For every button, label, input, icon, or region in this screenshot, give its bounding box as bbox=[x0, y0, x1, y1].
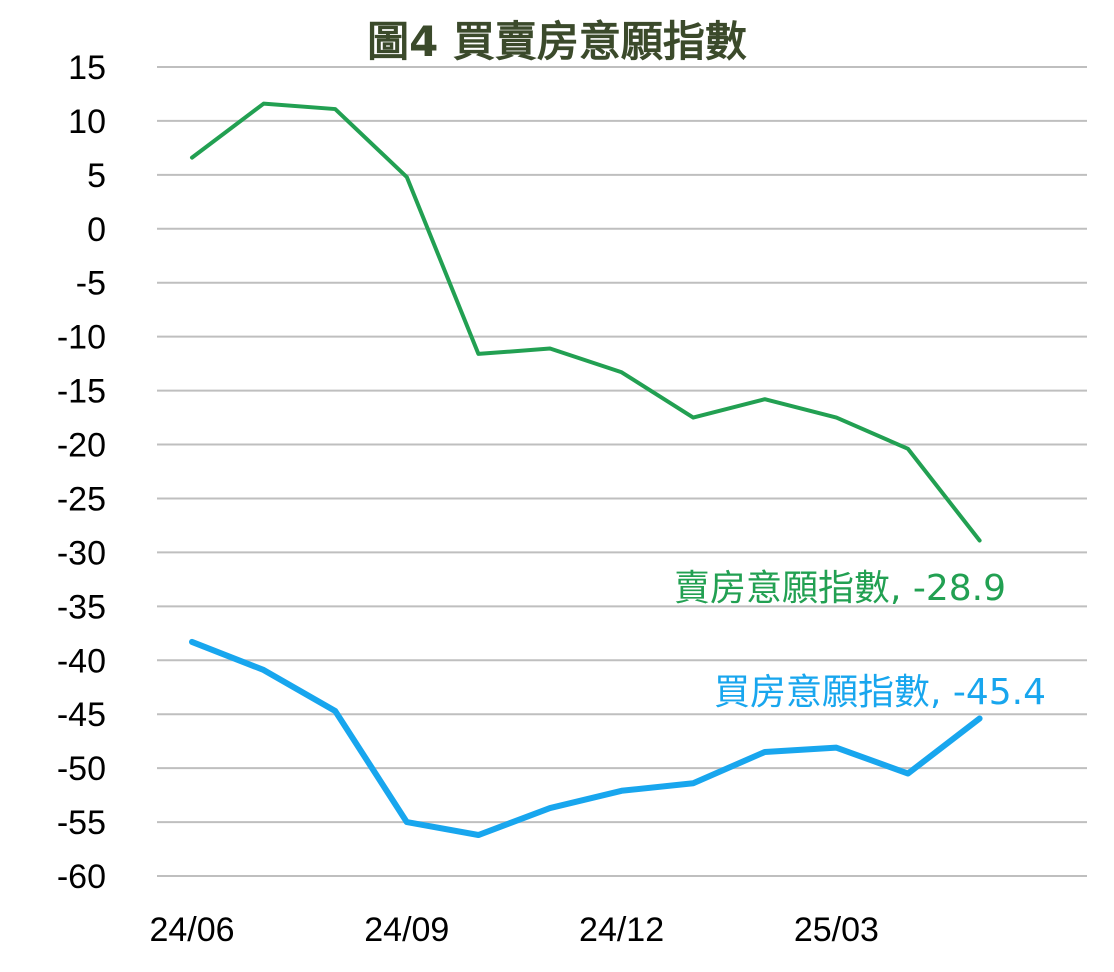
y-tick-label: -10 bbox=[57, 319, 106, 357]
gridlines bbox=[157, 66, 1087, 877]
y-tick-label: -35 bbox=[57, 588, 106, 626]
x-tick-label: 24/09 bbox=[364, 911, 449, 949]
y-tick-label: 15 bbox=[68, 49, 106, 87]
series-lines bbox=[189, 101, 983, 839]
y-tick-label: -60 bbox=[57, 858, 106, 896]
series-line bbox=[189, 638, 983, 839]
x-tick-label: 24/12 bbox=[579, 911, 664, 949]
y-tick-label: 0 bbox=[87, 211, 106, 249]
x-tick-label: 25/03 bbox=[794, 911, 879, 949]
y-tick-label: -45 bbox=[57, 696, 106, 734]
series-line bbox=[190, 101, 982, 543]
series-end-label: 賣房意願指數, -28.9 bbox=[674, 568, 1006, 609]
series-end-label: 買房意願指數, -45.4 bbox=[714, 672, 1046, 713]
y-tick-label: 5 bbox=[87, 157, 106, 195]
y-axis: 15 10 5 0 -5 -10 -15 -20 -25 -30 -35 -40 -45 -50 -55 -6… bbox=[57, 49, 106, 896]
x-tick-label: 24/06 bbox=[149, 911, 234, 949]
y-tick-label: -50 bbox=[57, 750, 106, 788]
y-tick-label: -5 bbox=[76, 265, 106, 303]
y-tick-label: -55 bbox=[57, 804, 106, 842]
y-tick-label: -25 bbox=[57, 480, 106, 518]
y-tick-label: -40 bbox=[57, 642, 106, 680]
y-tick-label: -30 bbox=[57, 534, 106, 572]
x-axis: 24/06 24/09 24/12 25/03 bbox=[149, 911, 878, 949]
y-tick-label: 10 bbox=[68, 103, 106, 141]
series-labels: 賣房意願指數, -28.9 買房意願指數, -45.4 bbox=[674, 568, 1046, 713]
y-tick-label: -15 bbox=[57, 373, 106, 411]
y-tick-label: -20 bbox=[57, 427, 106, 465]
chart-title: 圖4 買賣房意願指數 bbox=[367, 17, 747, 66]
